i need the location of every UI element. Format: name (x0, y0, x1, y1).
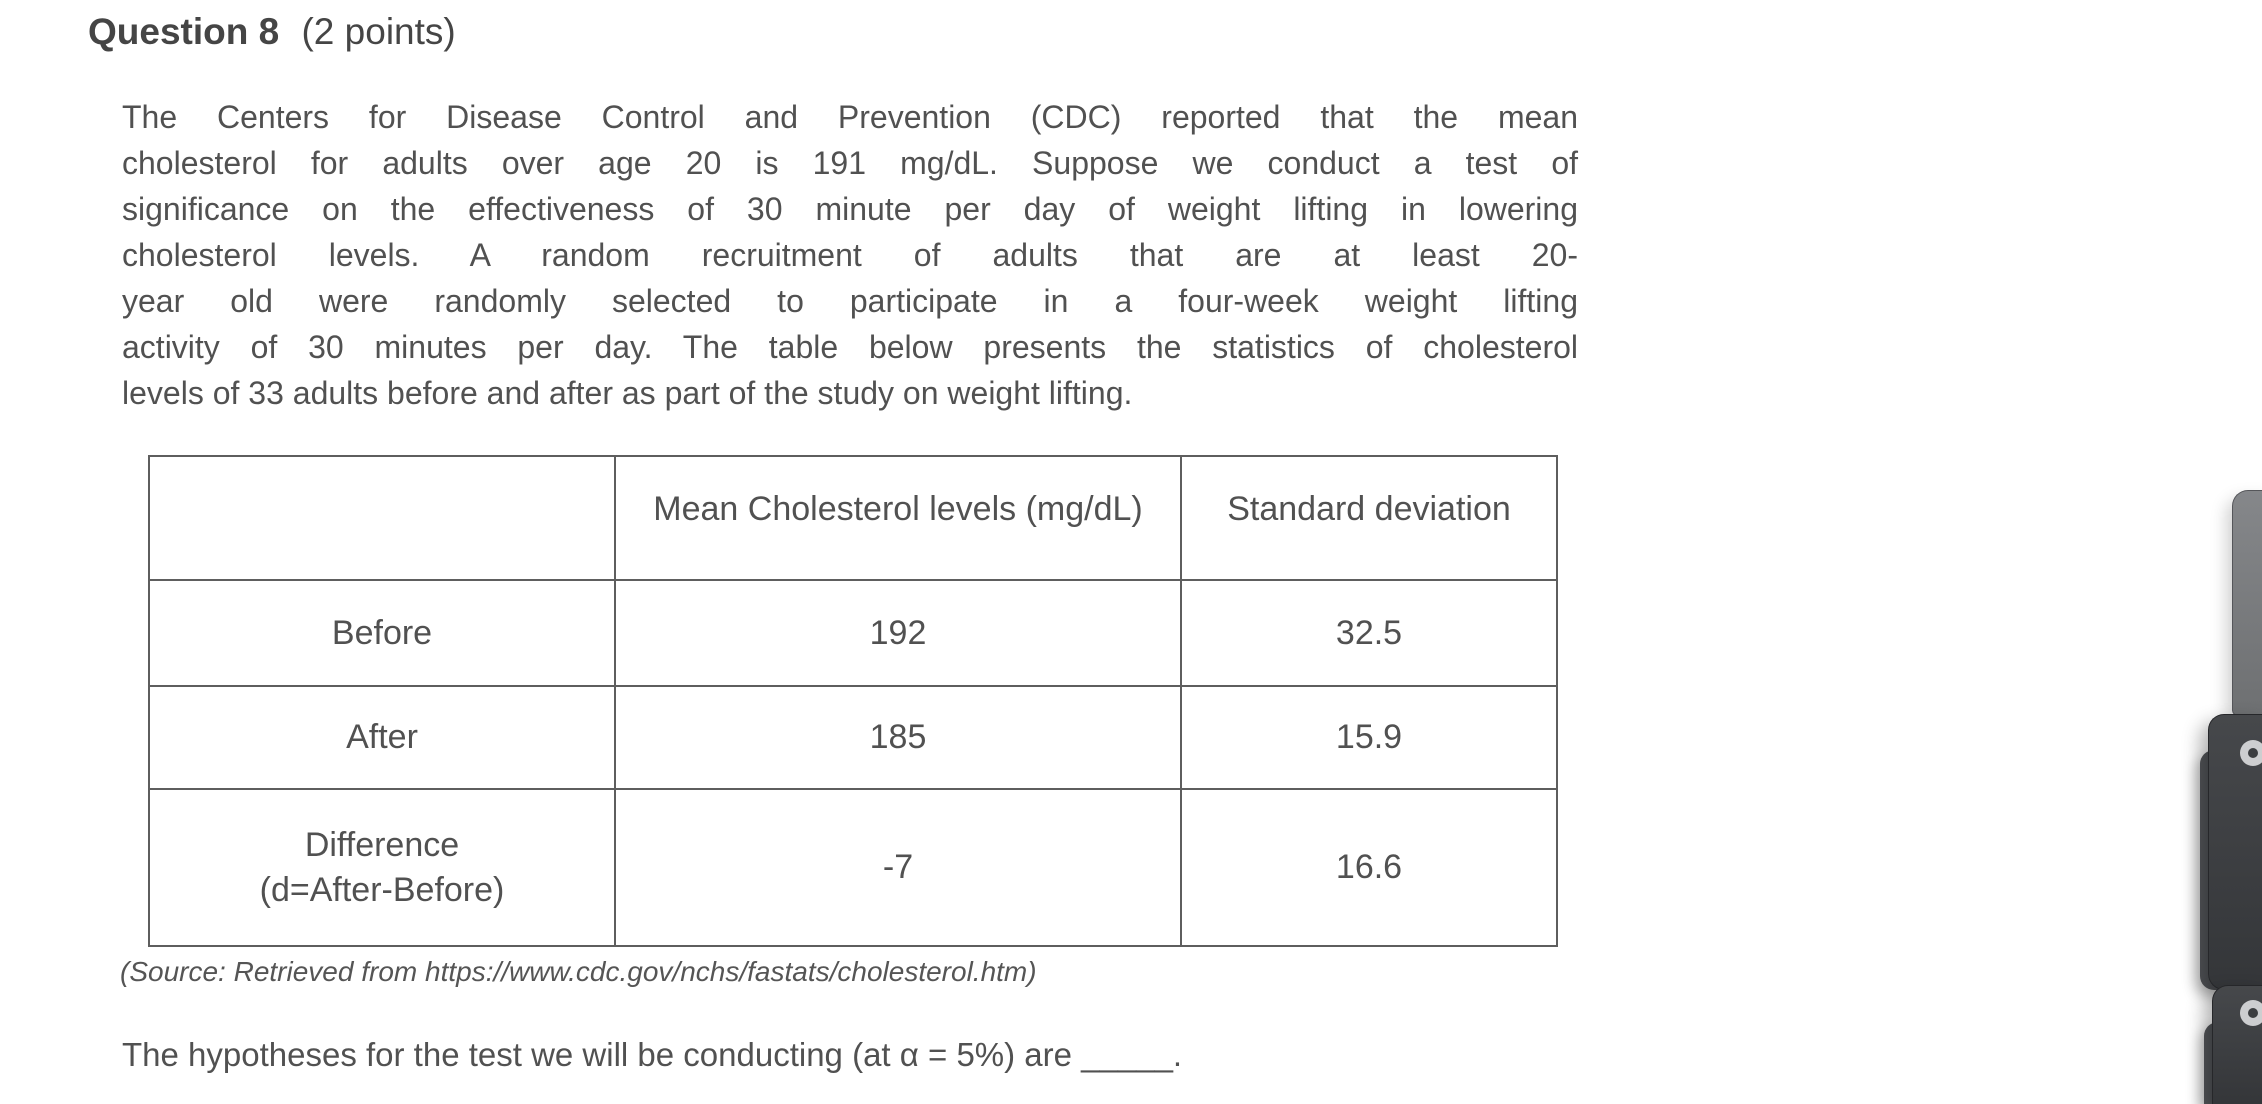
question-body: The Centers for Disease Control and Prev… (122, 94, 1578, 416)
ring-icon[interactable] (2240, 740, 2262, 766)
row-label-difference: Difference (d=After-Before) (148, 788, 616, 947)
source-note: (Source: Retrieved from https://www.cdc.… (120, 956, 1037, 987)
ring-icon-hole (2248, 748, 2258, 758)
table-row-difference: Difference (d=After-Before) -7 16.6 (148, 788, 1558, 947)
question-number-label: Question 8 (88, 11, 280, 52)
question-body-line: activity of 30 minutes per day. The tabl… (122, 329, 1578, 365)
hypotheses-prompt: The hypotheses for the test we will be c… (122, 1036, 1183, 1073)
question-body-line: cholesterol for adults over age 20 is 19… (122, 145, 1578, 181)
floating-gray-handle[interactable] (2232, 490, 2262, 716)
table-header-mean-cholesterol: Mean Cholesterol levels (mg/dL) (614, 455, 1182, 581)
question-points-label: (2 points) (301, 11, 456, 52)
table-header-row: Mean Cholesterol levels (mg/dL) Standard… (148, 455, 1558, 581)
ring-icon-hole (2248, 1008, 2258, 1018)
row-label-before: Before (148, 579, 616, 687)
table-header-standard-deviation: Standard deviation (1180, 455, 1558, 581)
row-label-after: After (148, 685, 616, 790)
before-mean-value: 192 (614, 579, 1182, 687)
difference-label-line2: (d=After-Before) (259, 870, 505, 909)
question-body-line: The Centers for Disease Control and Prev… (122, 99, 1578, 135)
question-body-line: levels of 33 adults before and after as … (122, 375, 1133, 411)
table-row-before: Before 192 32.5 (148, 579, 1558, 687)
after-sd-value: 15.9 (1180, 685, 1558, 790)
difference-label-line1: Difference (304, 825, 460, 864)
question-body-line: year old were randomly selected to parti… (122, 283, 1578, 319)
ring-icon[interactable] (2240, 1000, 2262, 1026)
question-body-line: cholesterol levels. A random recruitment… (122, 237, 1578, 273)
before-sd-value: 32.5 (1180, 579, 1558, 687)
table-header-empty-cell (148, 455, 616, 581)
question-header: Question 8 (2 points) (88, 10, 456, 54)
difference-mean-value: -7 (614, 788, 1182, 947)
after-mean-value: 185 (614, 685, 1182, 790)
question-body-line: significance on the effectiveness of 30 … (122, 191, 1578, 227)
statistics-table: Mean Cholesterol levels (mg/dL) Standard… (148, 455, 1558, 947)
difference-sd-value: 16.6 (1180, 788, 1558, 947)
table-row-after: After 185 15.9 (148, 685, 1558, 790)
